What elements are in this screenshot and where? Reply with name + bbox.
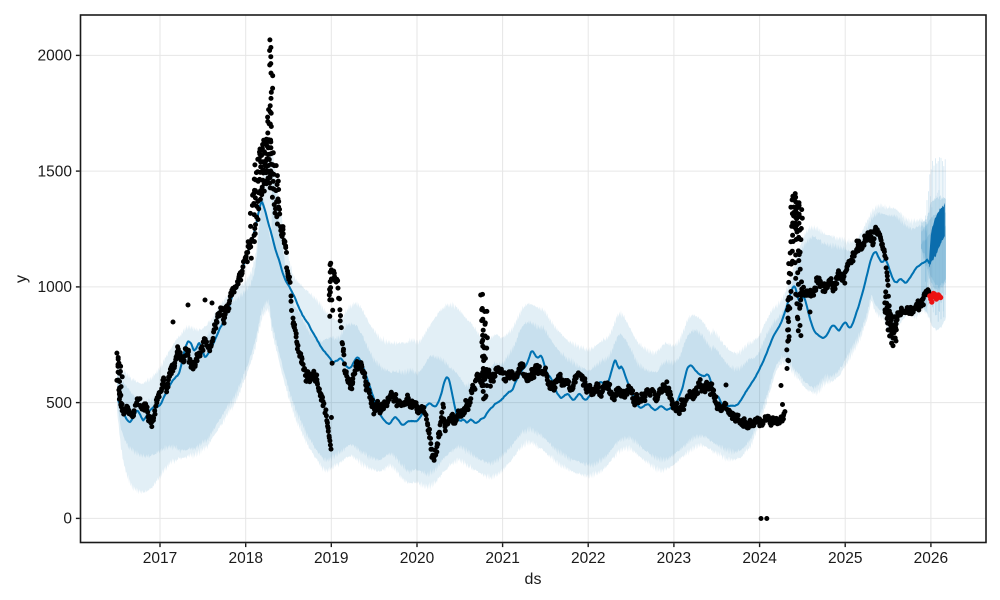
svg-text:1000: 1000 [38, 279, 73, 296]
svg-text:2000: 2000 [38, 48, 73, 65]
svg-text:2026: 2026 [914, 550, 948, 567]
svg-text:ds: ds [525, 571, 542, 588]
svg-text:500: 500 [46, 395, 72, 412]
svg-text:2019: 2019 [314, 550, 348, 567]
svg-text:2018: 2018 [228, 550, 262, 567]
svg-text:2024: 2024 [742, 550, 777, 567]
svg-text:0: 0 [63, 511, 72, 528]
svg-text:2022: 2022 [571, 550, 605, 567]
svg-text:y: y [13, 275, 30, 283]
svg-text:1500: 1500 [38, 163, 73, 180]
svg-text:2021: 2021 [485, 550, 519, 567]
svg-text:2017: 2017 [143, 550, 177, 567]
svg-text:2023: 2023 [657, 550, 691, 567]
svg-text:2025: 2025 [828, 550, 862, 567]
svg-text:2020: 2020 [400, 550, 435, 567]
